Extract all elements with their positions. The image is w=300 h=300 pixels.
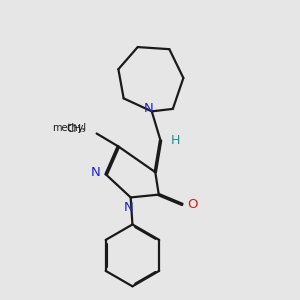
Text: N: N: [91, 166, 100, 179]
Text: N: N: [124, 201, 134, 214]
Text: N: N: [144, 102, 154, 115]
Text: methyl: methyl: [52, 123, 86, 133]
Text: H: H: [171, 134, 180, 147]
Text: O: O: [187, 198, 197, 211]
Text: CH₃: CH₃: [67, 124, 86, 134]
